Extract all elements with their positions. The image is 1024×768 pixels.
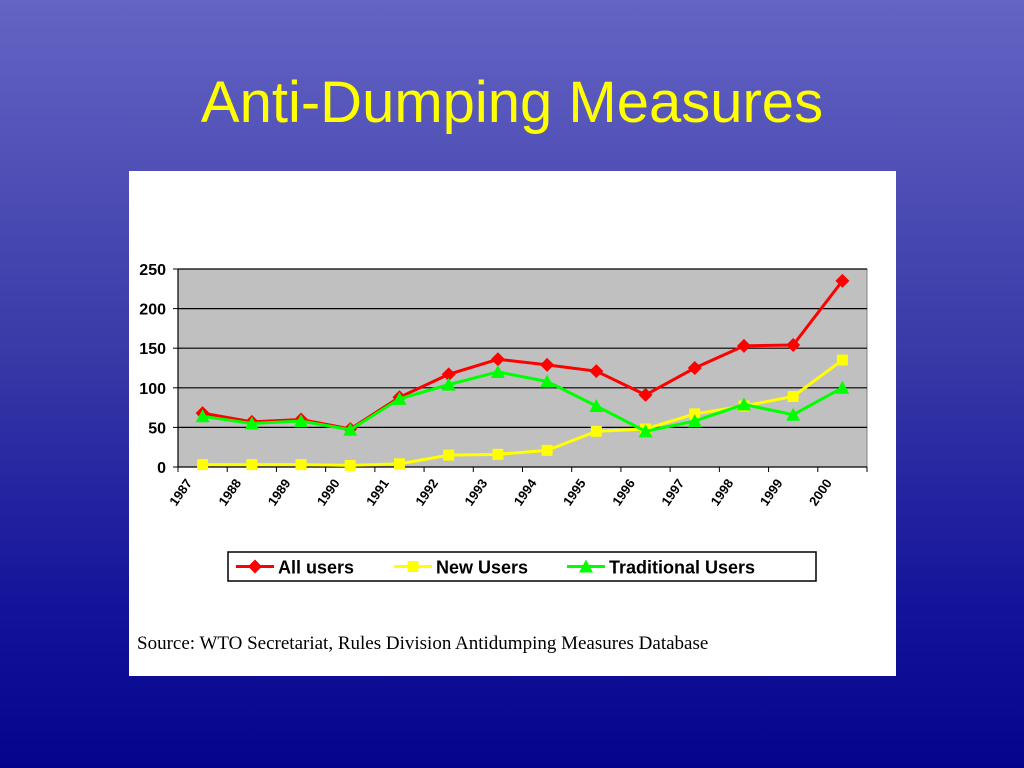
data-point-series-0	[835, 273, 850, 288]
y-tick-label: 250	[139, 262, 166, 279]
y-tick-label: 200	[139, 302, 166, 319]
data-point-series-2	[490, 364, 505, 378]
data-point-series-2	[638, 424, 653, 438]
x-tick-label: 1999	[757, 476, 786, 508]
data-point-series-2	[195, 409, 210, 423]
data-point-series-2	[736, 397, 751, 411]
plot-area	[177, 268, 868, 468]
data-point-series-0	[490, 352, 505, 367]
legend-marker-2	[579, 559, 593, 573]
x-tick-label: 1991	[363, 476, 392, 508]
data-point-series-0	[786, 338, 801, 353]
legend-label: All users	[278, 558, 354, 578]
x-tick-label: 1988	[215, 476, 244, 508]
x-tick-label: 1998	[708, 476, 737, 508]
data-point-series-1	[787, 391, 799, 403]
x-tick-label: 1989	[265, 476, 294, 508]
y-tick-label: 150	[139, 341, 166, 358]
data-point-series-2	[589, 399, 604, 413]
x-tick-label: 1993	[461, 476, 490, 508]
data-point-series-2	[687, 414, 702, 428]
legend-label: Traditional Users	[609, 558, 755, 578]
data-point-series-1	[393, 458, 405, 470]
x-tick-label: 1992	[412, 476, 441, 508]
data-point-series-2	[244, 416, 259, 430]
line-chart: 0 50 100 150 200 250 1987 1988 1989 1990 1991 1992 1…	[139, 262, 868, 582]
chart-panel: 0 50 100 150 200 250 1987 1988 1989 1990 1991 1992 1…	[129, 171, 896, 676]
data-point-series-1	[443, 449, 455, 461]
x-tick-label: 1996	[609, 476, 638, 508]
x-tick-label: 1995	[560, 476, 589, 508]
x-tick-label: 2000	[806, 476, 835, 508]
data-point-series-1	[590, 425, 602, 437]
y-tick-label: 0	[157, 460, 166, 477]
source-note: Source: WTO Secretariat, Rules Division …	[137, 633, 709, 654]
data-point-series-2	[441, 377, 456, 391]
x-tick-label: 1990	[314, 476, 343, 508]
legend-marker-0	[248, 559, 262, 574]
data-point-series-0	[589, 364, 604, 379]
data-point-series-0	[540, 357, 555, 372]
data-point-series-1	[836, 354, 848, 366]
slide-title: Anti-Dumping Measures	[200, 70, 824, 135]
data-point-series-1	[246, 459, 258, 471]
y-tick-label: 50	[148, 420, 166, 437]
x-tick-label: 1994	[511, 475, 540, 508]
data-point-series-2	[786, 407, 801, 421]
data-point-series-2	[294, 414, 309, 428]
data-point-series-1	[689, 408, 701, 420]
data-point-series-0	[687, 361, 702, 375]
x-tick-label: 1987	[166, 476, 195, 508]
data-point-series-0	[441, 367, 456, 382]
legend-label: New Users	[436, 558, 528, 578]
data-point-series-0	[736, 338, 751, 353]
legend-box	[227, 551, 817, 582]
data-point-series-2	[392, 391, 407, 405]
data-point-series-1	[344, 459, 356, 471]
data-point-series-1	[541, 444, 553, 456]
data-point-series-2	[835, 380, 850, 394]
y-tick-label: 100	[139, 381, 166, 398]
data-point-series-1	[197, 459, 209, 471]
data-point-series-1	[295, 459, 307, 471]
series-line-2	[202, 370, 844, 433]
data-point-series-1	[492, 448, 504, 460]
data-point-series-2	[540, 374, 555, 388]
x-tick-label: 1997	[658, 476, 687, 508]
data-point-series-2	[343, 422, 358, 436]
data-point-series-0	[638, 387, 653, 402]
legend-marker-1	[407, 561, 419, 572]
